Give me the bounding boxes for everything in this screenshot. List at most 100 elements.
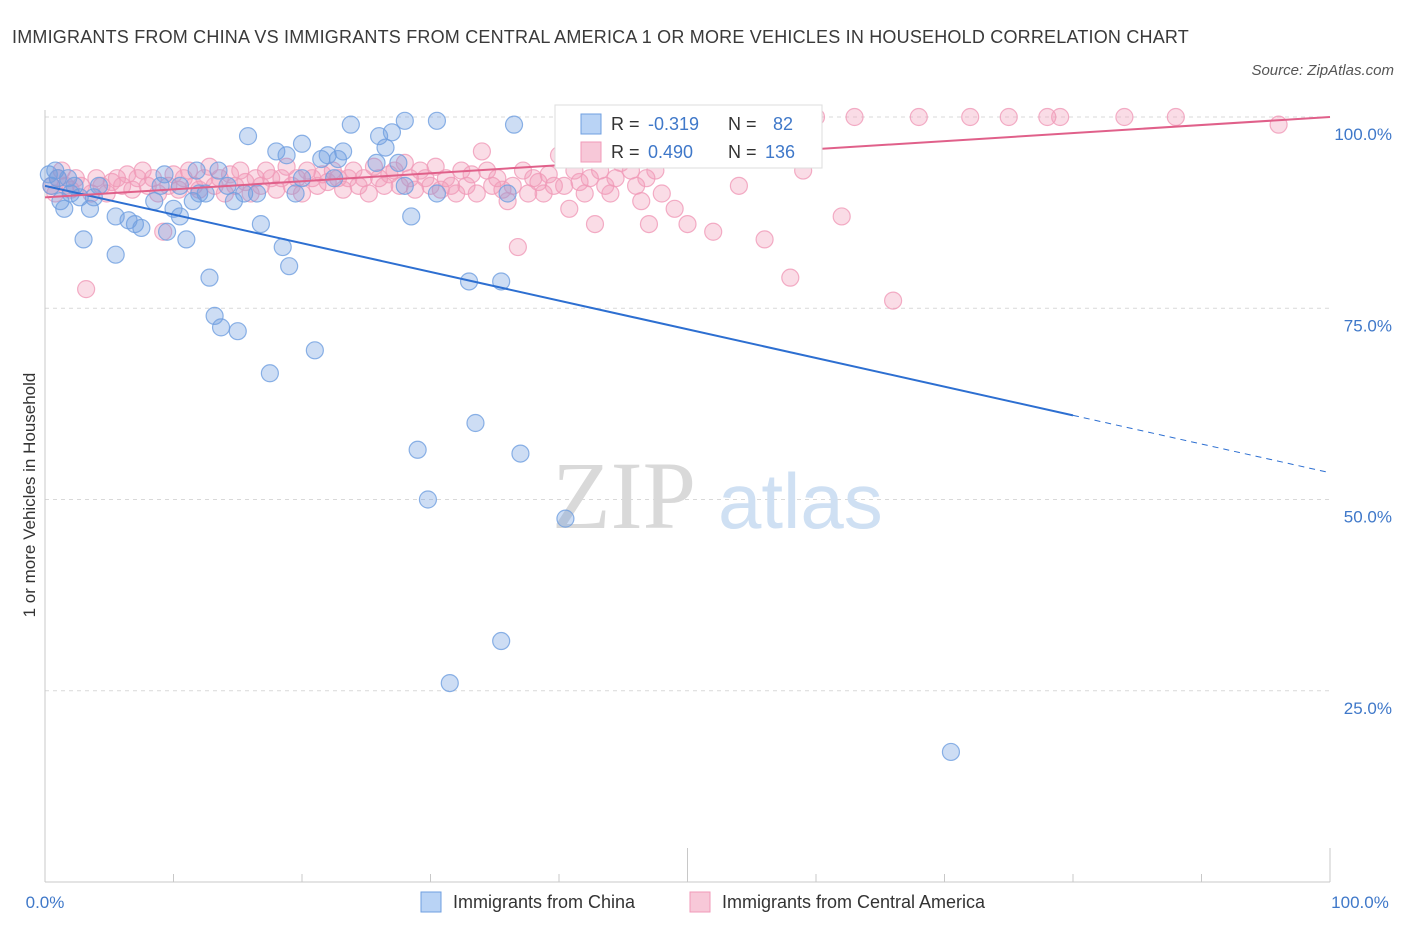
legend-swatch-central-america: [689, 891, 711, 913]
point-china-10: [74, 230, 93, 249]
point-central-america-102: [560, 199, 579, 218]
point-china-41: [251, 215, 270, 234]
point-china-79: [941, 742, 961, 762]
stats-swatch-central-america: [580, 141, 602, 163]
point-china-59: [376, 138, 395, 157]
point-china-19: [145, 192, 164, 211]
point-china-26: [177, 230, 196, 249]
point-china-71: [466, 413, 485, 433]
point-central-america-131: [883, 291, 903, 310]
point-china-49: [292, 134, 312, 153]
y-tick-labels: 25.0% 50.0% 75.0% 100.0%: [1334, 125, 1392, 718]
stats-swatch-china: [580, 113, 602, 135]
chart-title: IMMIGRANTS FROM CHINA VS IMMIGRANTS FROM…: [12, 27, 1189, 47]
point-china-28: [187, 161, 206, 180]
point-china-47: [286, 184, 305, 203]
point-china-30: [196, 184, 215, 203]
point-central-america-63: [359, 184, 378, 203]
point-central-america-123: [704, 222, 723, 241]
point-china-52: [318, 146, 337, 165]
point-central-america-129: [832, 207, 851, 226]
point-central-america-137: [1115, 107, 1134, 127]
y-tick-label-1: 50.0%: [1344, 508, 1392, 527]
point-central-america-96: [529, 172, 548, 192]
x-axis-ticks: [44, 848, 1331, 882]
point-china-37: [228, 322, 247, 341]
point-central-america-136: [1051, 107, 1070, 127]
point-china-40: [247, 184, 267, 203]
point-china-29: [190, 184, 209, 203]
point-china-3: [48, 169, 67, 188]
point-china-14: [106, 245, 125, 264]
point-central-america-105: [575, 184, 594, 203]
x-tick-label-min: 0.0%: [26, 893, 65, 912]
point-central-america-126: [781, 268, 800, 287]
point-china-69: [440, 673, 459, 693]
point-china-18: [132, 218, 151, 238]
y-tick-label-0: 25.0%: [1344, 699, 1392, 718]
point-central-america-134: [999, 107, 1018, 127]
stats-r-label-central-america: R =: [611, 142, 640, 162]
point-china-21: [151, 176, 170, 195]
point-china-31: [200, 268, 219, 287]
point-central-america-132: [909, 107, 928, 127]
point-central-america-39: [236, 172, 255, 192]
stats-n-value-central-america: 136: [765, 142, 795, 162]
point-china-42: [260, 364, 279, 383]
point-central-america-92: [508, 237, 527, 257]
watermark-atlas: atlas: [718, 457, 883, 545]
point-central-america-84: [467, 184, 486, 203]
point-china-75: [504, 115, 524, 134]
point-central-america-125: [755, 230, 774, 249]
stats-r-value-china: -0.319: [648, 114, 699, 134]
watermark: ZIP atlas: [552, 442, 883, 549]
legend-label-china: Immigrants from China: [453, 892, 636, 912]
point-central-america-118: [639, 215, 659, 234]
trend-line-extension-china: [1072, 414, 1331, 474]
x-tick-label-max: 100.0%: [1331, 893, 1389, 912]
point-central-america-66: [375, 176, 394, 195]
point-central-america-99: [544, 176, 563, 195]
point-china-62: [395, 176, 414, 195]
stats-n-value-china: 82: [773, 114, 793, 134]
watermark-zip: ZIP: [552, 442, 696, 549]
point-central-america-45: [267, 180, 286, 199]
series-central-america-points: [42, 107, 1288, 310]
point-central-america-85: [472, 142, 491, 161]
y-axis-label: 1 or more Vehicles in Household: [20, 373, 39, 618]
point-china-61: [389, 153, 408, 172]
point-central-america-110: [601, 184, 620, 203]
point-central-america-36: [220, 165, 240, 184]
point-central-america-133: [961, 107, 980, 127]
point-central-america-82: [457, 176, 476, 195]
point-china-76: [511, 444, 530, 463]
y-tick-label-3: 100.0%: [1334, 125, 1392, 144]
point-central-america-116: [632, 192, 651, 211]
point-central-america-130: [845, 107, 864, 127]
point-china-64: [395, 111, 414, 130]
point-china-48: [292, 169, 312, 188]
point-china-68: [427, 111, 447, 130]
point-central-america-23: [154, 222, 173, 241]
point-china-32: [209, 161, 228, 180]
trend-line-china: [44, 184, 1074, 417]
point-china-24: [170, 176, 190, 195]
point-central-america-8: [77, 280, 96, 299]
stats-r-label-china: R =: [611, 114, 640, 134]
point-central-america-15: [112, 176, 132, 195]
point-central-america-120: [652, 184, 671, 203]
point-central-america-97: [534, 184, 553, 203]
point-central-america-38: [231, 161, 250, 180]
point-china-63: [402, 207, 421, 226]
point-central-america-50: [292, 184, 312, 203]
point-central-america-101: [555, 176, 574, 195]
stats-box: R = -0.319 N = 82 R = 0.490 N = 136: [554, 104, 823, 169]
point-china-43: [267, 142, 286, 161]
point-china-57: [367, 153, 386, 172]
point-china-39: [238, 127, 258, 146]
legend: Immigrants from China Immigrants from Ce…: [420, 891, 986, 913]
point-china-66: [418, 490, 438, 509]
point-central-america-138: [1166, 107, 1185, 127]
point-china-65: [408, 440, 427, 459]
